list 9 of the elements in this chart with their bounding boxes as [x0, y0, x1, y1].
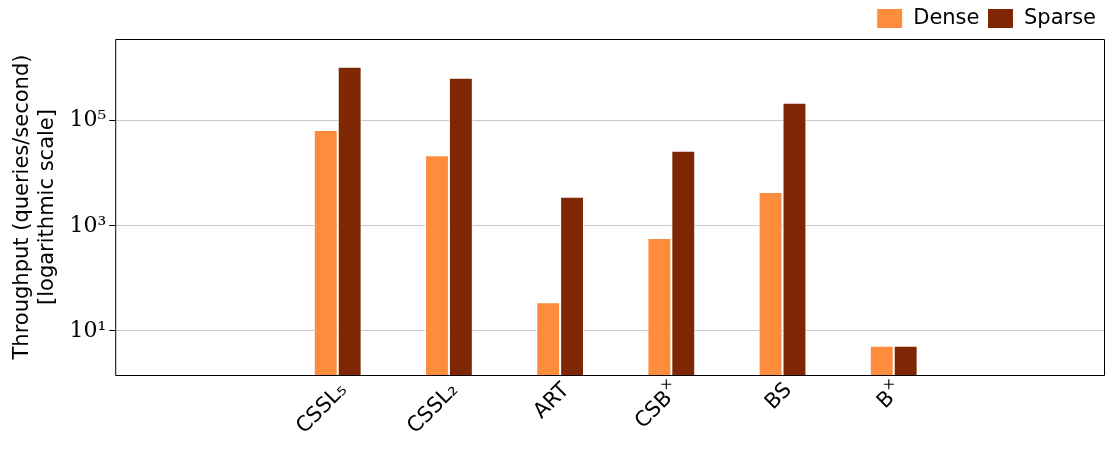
y-tick-label: 10⁵ [69, 106, 107, 132]
legend-label: Sparse [1023, 4, 1097, 29]
x-tick-label: BS [759, 377, 796, 414]
y-tick-label: 10³ [69, 211, 107, 237]
legend-label: Dense [913, 4, 980, 29]
x-tick-label: B× [871, 374, 899, 413]
x-tick-label: CSB× [629, 374, 677, 433]
y-tick-label: 10¹ [69, 316, 107, 342]
y-axis-title: Throughput (queries/second) [logarithmic scale] [9, 54, 59, 361]
